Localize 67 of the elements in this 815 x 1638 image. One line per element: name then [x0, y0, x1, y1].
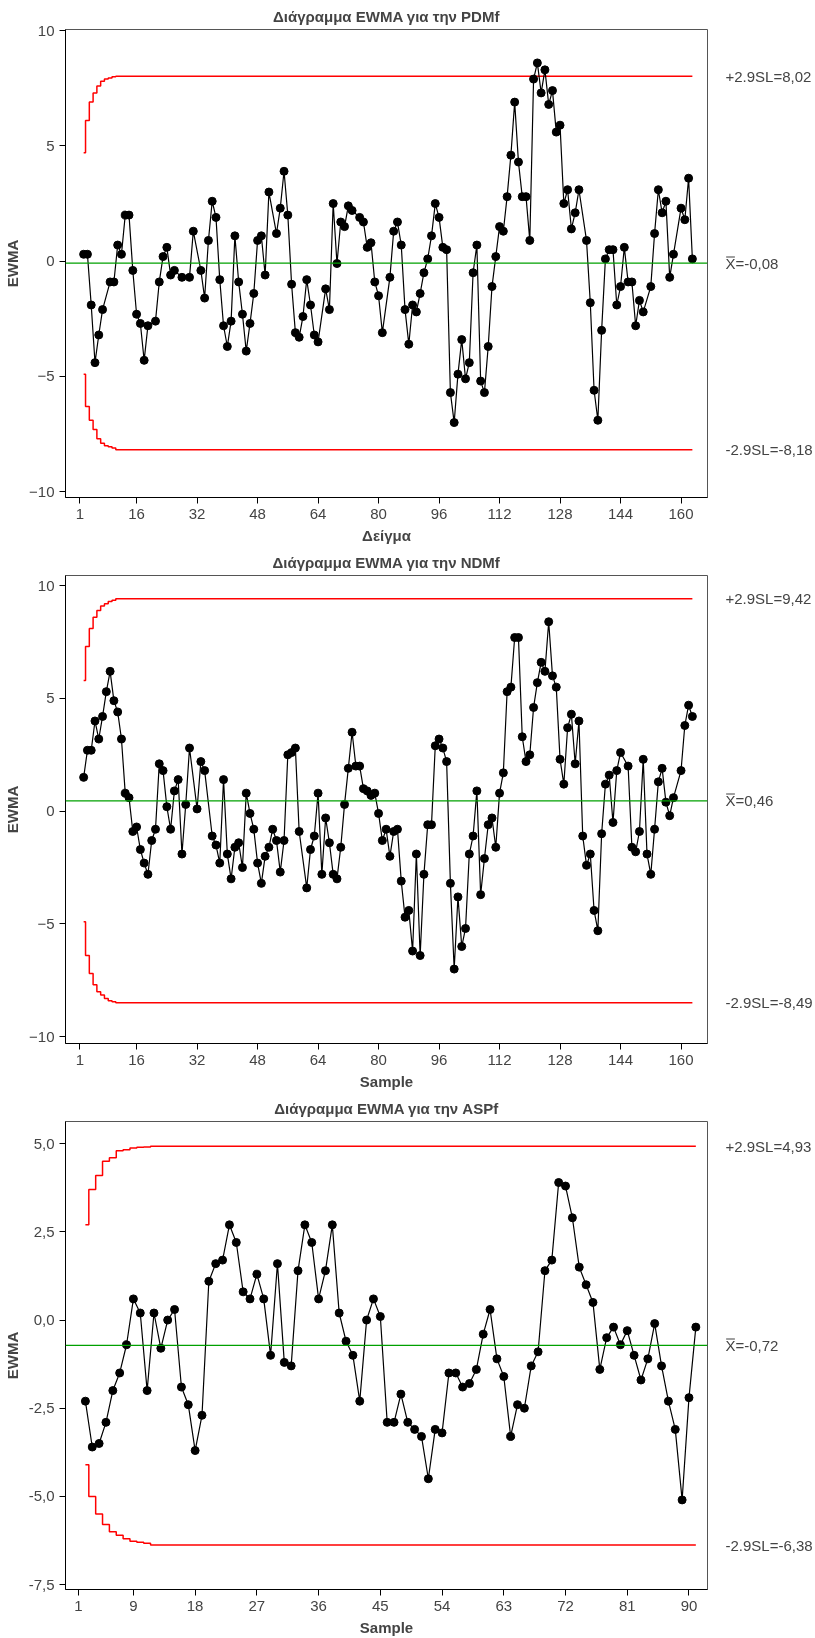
- x-tick-label: 54: [433, 1596, 451, 1614]
- x-axis-title: Sample: [359, 1618, 414, 1636]
- ref-line-label: X̿=0,46: [725, 792, 774, 810]
- x-tick-label: 1: [74, 1596, 83, 1614]
- x-tick-label: 16: [128, 504, 145, 522]
- x-tick-label: 96: [430, 504, 448, 522]
- y-tick-label: −5: [37, 914, 55, 932]
- series-label: -2.9SL=-6,38: [725, 1536, 813, 1554]
- y-tick-label: −10: [29, 1027, 55, 1045]
- x-tick-label: 80: [370, 1050, 387, 1068]
- x-tick-label: 1: [75, 1050, 85, 1068]
- x-tick-label: 90: [680, 1596, 698, 1614]
- x-tick-label: 36: [310, 1596, 327, 1614]
- text: -2.9SL=-8,18: [725, 441, 813, 459]
- x-tick-label: 112: [487, 504, 512, 522]
- y-tick-label: -5,0: [28, 1487, 55, 1505]
- x-tick-label: 160: [668, 1050, 694, 1068]
- x-tick-label: 48: [249, 1050, 266, 1068]
- x-tick-label: 64: [309, 1050, 327, 1068]
- x-tick-label: 1: [75, 504, 85, 522]
- chart-title: Διάγραμμα EWMA για την PDMf: [273, 7, 501, 25]
- text: +2.9SL=8,02: [725, 67, 812, 85]
- x-axis-title: Δείγμα: [362, 526, 412, 544]
- chart-title: Διάγραμμα EWMA για την NDMf: [272, 553, 501, 571]
- x-tick-label: 80: [370, 504, 387, 522]
- x-tick-label: 48: [249, 504, 266, 522]
- ref-line-label: X̿=-0,72: [725, 1336, 779, 1354]
- x-tick-label: 32: [188, 504, 206, 522]
- x-tick-label: 112: [487, 1050, 512, 1068]
- y-axis-title: EWMA: [4, 785, 22, 834]
- x-tick-label: 18: [186, 1596, 204, 1614]
- y-tick-label: −5: [37, 367, 55, 385]
- y-tick-label: 5,0: [33, 1134, 55, 1152]
- x-tick-label: 45: [371, 1596, 389, 1614]
- y-tick-label: −10: [29, 482, 55, 500]
- chart-title: Διάγραμμα EWMA για την ASPf: [274, 1099, 500, 1117]
- text: -2.9SL=-8,49: [725, 994, 813, 1012]
- x-tick-label: 27: [248, 1596, 266, 1614]
- y-tick-label: 2,5: [33, 1222, 55, 1240]
- x-tick-label: 144: [608, 504, 634, 522]
- x-tick-label: 128: [547, 504, 573, 522]
- y-tick-label: 0,0: [33, 1311, 55, 1329]
- x-tick-label: 72: [557, 1596, 574, 1614]
- ref-line-label: X̿=-0,08: [725, 254, 779, 272]
- y-tick-label: -2,5: [28, 1399, 55, 1417]
- x-tick-label: 63: [495, 1596, 513, 1614]
- x-tick-label: 128: [547, 1050, 573, 1068]
- x-axis-title: Sample: [359, 1072, 414, 1090]
- y-axis-title: EWMA: [4, 239, 22, 288]
- series-label: +2.9SL=4,93: [725, 1137, 812, 1155]
- x-tick-label: 81: [618, 1596, 636, 1614]
- y-tick-label: 5: [46, 689, 55, 707]
- x-tick-label: 64: [309, 504, 327, 522]
- y-tick-label: -7,5: [28, 1575, 55, 1593]
- y-tick-label: 0: [46, 252, 55, 270]
- x-tick-label: 144: [608, 1050, 634, 1068]
- x-tick-label: 96: [430, 1050, 448, 1068]
- y-tick-label: 10: [37, 576, 55, 594]
- x-tick-label: 16: [128, 1050, 145, 1068]
- x-tick-label: 9: [129, 1596, 138, 1614]
- text: +2.9SL=9,42: [725, 590, 812, 608]
- y-tick-label: 5: [46, 136, 55, 154]
- y-tick-label: 0: [46, 802, 55, 820]
- y-tick-label: 10: [37, 21, 55, 39]
- x-tick-label: 160: [668, 504, 694, 522]
- x-tick-label: 32: [188, 1050, 206, 1068]
- y-axis-title: EWMA: [3, 1331, 21, 1380]
